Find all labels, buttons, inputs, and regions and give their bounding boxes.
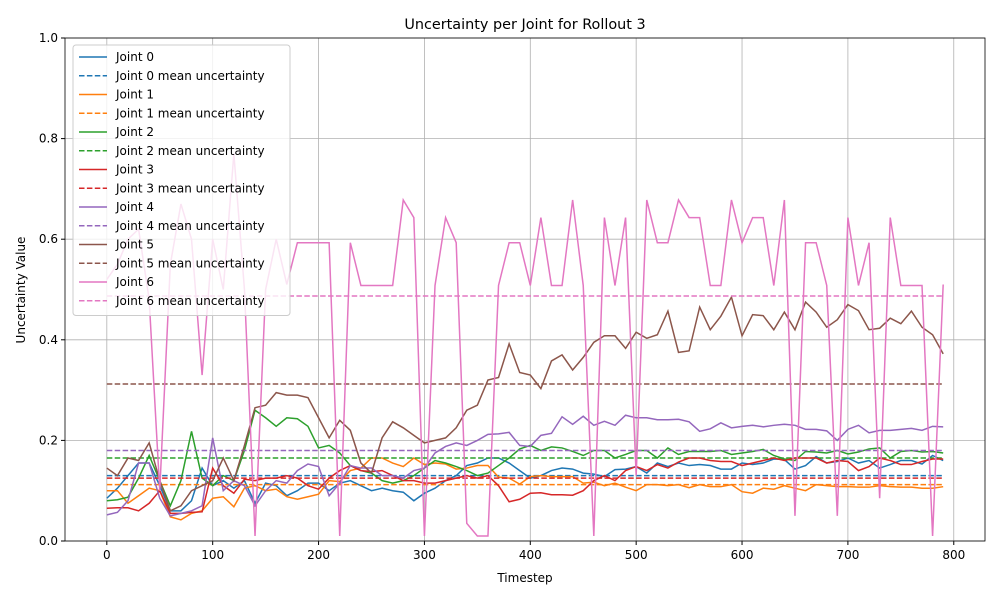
y-tick-label: 0.6 bbox=[39, 232, 58, 246]
legend-label: Joint 3 mean uncertainty bbox=[115, 181, 265, 195]
x-tick-label: 300 bbox=[413, 548, 436, 562]
x-axis-label: Timestep bbox=[496, 571, 552, 585]
plot-frame bbox=[64, 37, 986, 542]
series-line bbox=[106, 457, 944, 515]
x-tick-label: 500 bbox=[625, 548, 648, 562]
x-tick-label: 700 bbox=[836, 548, 859, 562]
legend-label: Joint 1 bbox=[115, 88, 154, 102]
legend-label: Joint 2 mean uncertainty bbox=[115, 144, 265, 158]
series-line bbox=[106, 414, 944, 517]
legend-box bbox=[72, 44, 291, 316]
series-line bbox=[106, 408, 944, 508]
legend-label: Joint 5 bbox=[115, 238, 154, 252]
legend-label: Joint 6 mean uncertainty bbox=[115, 294, 265, 308]
legend-label: Joint 0 bbox=[115, 50, 154, 64]
x-tick-label: 600 bbox=[731, 548, 754, 562]
legend: Joint 0 Joint 0 mean uncertainty Joint 1 Jo… bbox=[72, 44, 291, 316]
x-tick-label: 200 bbox=[307, 548, 330, 562]
series-line bbox=[106, 153, 944, 537]
y-tick-label: 0.8 bbox=[39, 132, 58, 146]
y-tick-label: 0.2 bbox=[39, 433, 58, 447]
y-tick-label: 0.4 bbox=[39, 333, 58, 347]
x-tick-label: 100 bbox=[201, 548, 224, 562]
legend-label: Joint 3 bbox=[115, 163, 154, 177]
x-tick-label: 400 bbox=[519, 548, 542, 562]
legend-label: Joint 2 bbox=[115, 125, 154, 139]
y-tick-label: 0.0 bbox=[39, 534, 58, 548]
legend-label: Joint 6 bbox=[115, 275, 154, 289]
x-tick-label: 800 bbox=[942, 548, 965, 562]
legend-label: Joint 5 mean uncertainty bbox=[115, 256, 265, 270]
x-tick-label: 0 bbox=[103, 548, 111, 562]
chart-title: Uncertainty per Joint for Rollout 3 bbox=[404, 17, 645, 33]
legend-label: Joint 4 mean uncertainty bbox=[115, 219, 265, 233]
y-tick-label: 1.0 bbox=[39, 31, 58, 45]
legend-label: Joint 4 bbox=[115, 200, 154, 214]
legend-label: Joint 1 mean uncertainty bbox=[115, 106, 265, 120]
y-axis-label: Uncertainty Value bbox=[14, 237, 28, 344]
legend-label: Joint 0 mean uncertainty bbox=[115, 69, 265, 83]
